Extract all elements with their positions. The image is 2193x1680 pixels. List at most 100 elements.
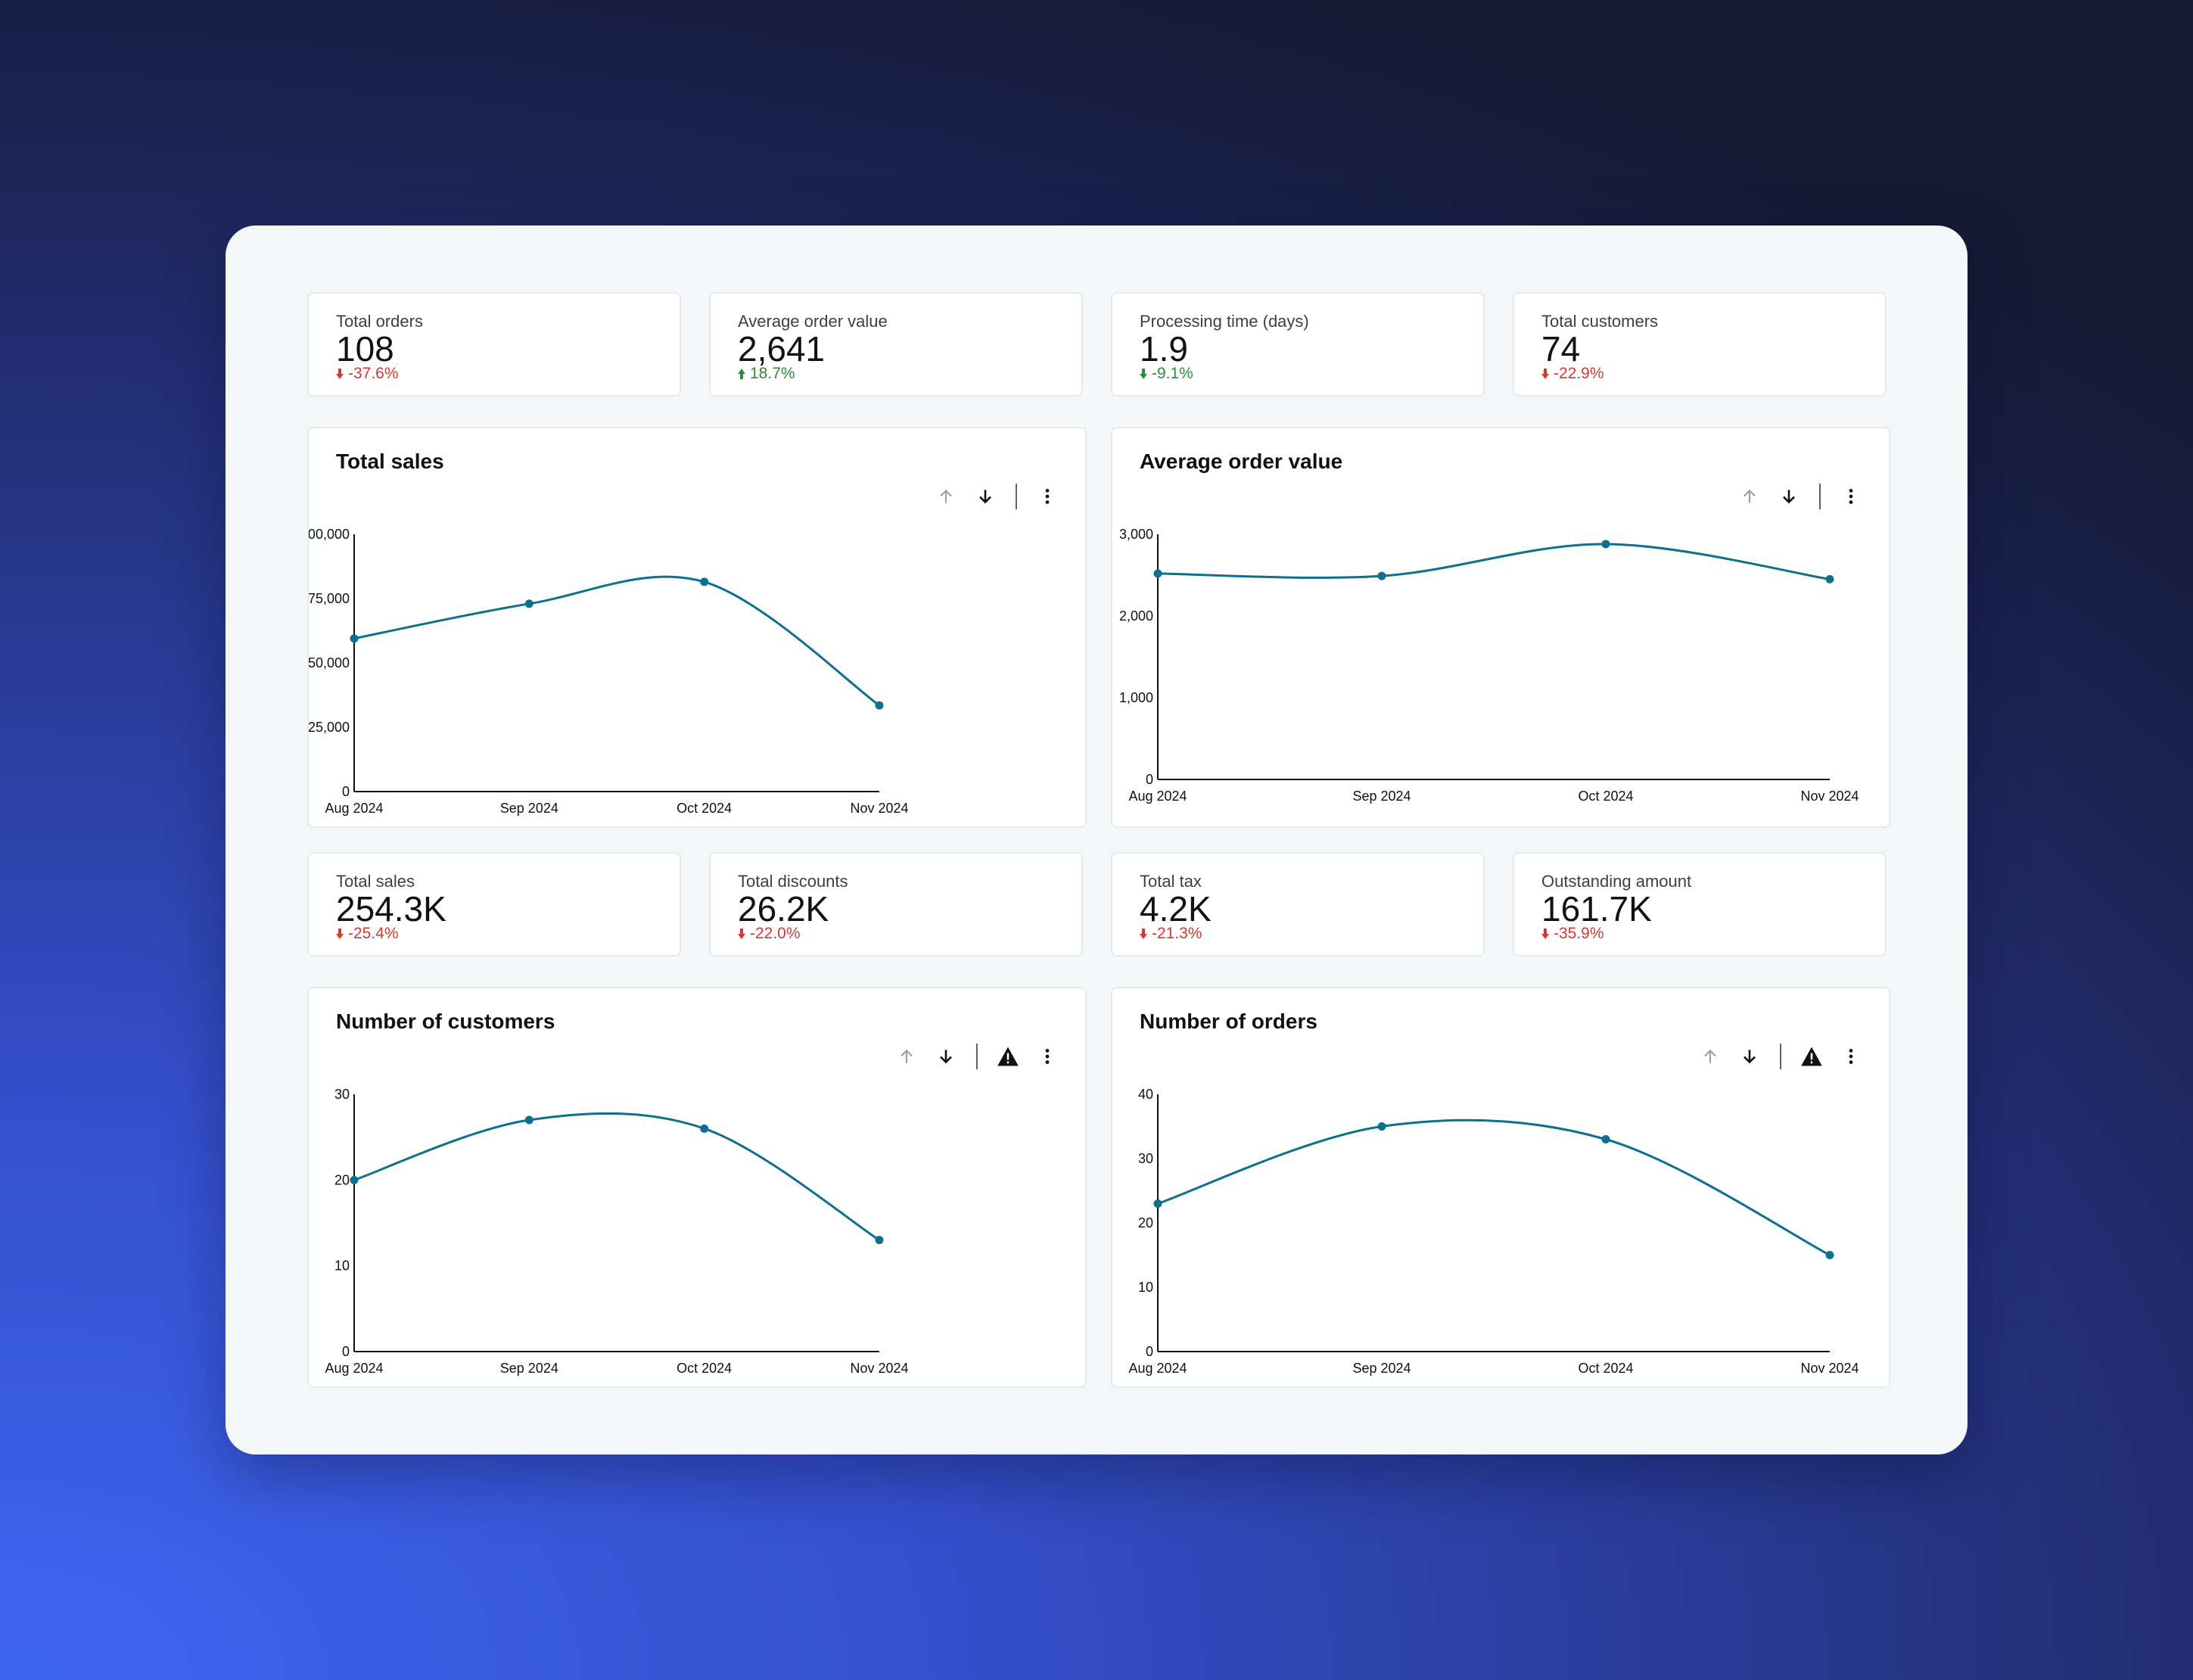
x-tick-label: Oct 2024	[677, 801, 732, 816]
data-point	[524, 1115, 533, 1125]
chart-card-number-of-customers: Number of customers 0 10 20 30 Aug 2024 Sep 2…	[307, 987, 1087, 1388]
more-vert-icon[interactable]	[1831, 1041, 1871, 1072]
arrow-up-icon[interactable]	[1691, 1041, 1730, 1072]
toolbar-divider	[1016, 484, 1017, 509]
kpi-card-total-customers[interactable]: Total customers 74 -22.9%	[1513, 292, 1887, 397]
data-point	[1153, 1199, 1162, 1208]
line-chart-total-sales: 0 25,000 50,000 75,000 100,000 Aug 2024 Sep 20…	[309, 527, 909, 816]
kpi-label: Total tax	[1140, 872, 1202, 891]
kpi-delta-value: -22.9%	[1554, 365, 1604, 382]
y-tick-label: 100,000	[309, 527, 350, 542]
kpi-label: Average order value	[738, 312, 888, 331]
kpi-label: Total sales	[336, 872, 415, 891]
more-vert-icon[interactable]	[1831, 481, 1871, 512]
chart-card-total-sales: Total sales 0 25,000 50,000 75,000 100,000 Au…	[307, 427, 1087, 828]
chart-toolbar	[1691, 1041, 1871, 1072]
dashboard-panel: Total orders 108 -37.6% Average order va…	[226, 226, 1967, 1454]
data-point	[1825, 1251, 1834, 1259]
data-point	[700, 1124, 709, 1133]
series-line	[1157, 543, 1831, 580]
y-tick-label: 0	[342, 1344, 350, 1359]
more-vert-icon[interactable]	[1028, 481, 1067, 512]
arrow-down-icon[interactable]	[966, 481, 1005, 512]
data-point	[875, 1236, 884, 1245]
kpi-card-average-order-value[interactable]: Average order value 2,641 18.7%	[709, 292, 1083, 397]
kpi-delta: -22.9%	[1541, 365, 1604, 383]
x-tick-label: Aug 2024	[325, 1361, 383, 1376]
data-point	[1601, 540, 1610, 549]
y-tick-label: 20	[334, 1172, 350, 1187]
kpi-card-total-sales[interactable]: Total sales 254.3K -25.4%	[307, 852, 681, 957]
more-vert-icon[interactable]	[1028, 1041, 1067, 1072]
arrow-down-icon[interactable]	[926, 1041, 966, 1072]
y-tick-label: 50,000	[309, 655, 350, 670]
x-tick-label: Aug 2024	[1128, 789, 1187, 804]
trend-down-icon	[1541, 369, 1549, 379]
trend-up-icon	[738, 369, 745, 379]
x-tick-label: Nov 2024	[1800, 1361, 1859, 1376]
kpi-card-total-tax[interactable]: Total tax 4.2K -21.3%	[1111, 852, 1485, 957]
kpi-delta-value: -9.1%	[1152, 365, 1193, 382]
kpi-delta-value: -21.3%	[1152, 925, 1202, 942]
trend-down-icon	[1140, 929, 1147, 939]
x-tick-label: Sep 2024	[500, 801, 558, 816]
kpi-delta: -37.6%	[336, 365, 399, 383]
kpi-value: 108	[336, 329, 394, 369]
toolbar-divider	[1819, 484, 1821, 509]
x-tick-label: Nov 2024	[1800, 789, 1859, 804]
kpi-card-total-discounts[interactable]: Total discounts 26.2K -22.0%	[709, 852, 1083, 957]
arrow-down-icon[interactable]	[1769, 481, 1809, 512]
kpi-value: 161.7K	[1541, 889, 1652, 929]
y-tick-label: 10	[1138, 1280, 1153, 1295]
arrow-up-icon[interactable]	[887, 1041, 926, 1072]
series-line	[1157, 1118, 1831, 1256]
kpi-delta-value: -37.6%	[348, 365, 399, 382]
x-tick-label: Oct 2024	[1578, 789, 1633, 804]
kpi-delta: -21.3%	[1140, 925, 1202, 943]
x-tick-label: Sep 2024	[1352, 789, 1411, 804]
x-tick-label: Nov 2024	[850, 801, 908, 816]
y-tick-label: 3,000	[1119, 527, 1153, 542]
y-tick-label: 30	[1138, 1151, 1153, 1166]
arrow-up-icon[interactable]	[926, 481, 966, 512]
y-tick-label: 40	[1138, 1087, 1153, 1102]
y-tick-label: 0	[342, 784, 350, 799]
kpi-card-total-orders[interactable]: Total orders 108 -37.6%	[307, 292, 681, 397]
data-point	[1601, 1135, 1610, 1143]
arrow-down-icon[interactable]	[1730, 1041, 1769, 1072]
x-tick-label: Aug 2024	[325, 801, 383, 816]
data-point	[1377, 1122, 1386, 1131]
series-line	[353, 1112, 880, 1241]
kpi-delta-value: -35.9%	[1554, 925, 1604, 942]
y-tick-label: 0	[1146, 772, 1153, 787]
kpi-value: 254.3K	[336, 889, 446, 929]
data-point	[524, 599, 533, 608]
kpi-value: 74	[1541, 329, 1581, 369]
toolbar-divider	[976, 1044, 978, 1069]
line-chart-number-of-customers: 0 10 20 30 Aug 2024 Sep 2024 Oct 2024 Nov 2024	[325, 1087, 908, 1376]
chart-title: Number of customers	[336, 1010, 555, 1033]
kpi-delta: -35.9%	[1541, 925, 1604, 943]
warning-icon[interactable]	[1792, 1041, 1831, 1072]
warning-icon[interactable]	[988, 1041, 1028, 1072]
trend-down-icon	[1541, 929, 1549, 939]
kpi-card-processing-time[interactable]: Processing time (days) 1.9 -9.1%	[1111, 292, 1485, 397]
kpi-delta-value: -25.4%	[348, 925, 399, 942]
chart-card-number-of-orders: Number of orders 0 10 20 30 40 Aug 2024 Sep 20…	[1111, 987, 1890, 1388]
y-tick-label: 10	[334, 1258, 350, 1274]
chart-toolbar	[887, 1041, 1067, 1072]
kpi-value: 1.9	[1140, 329, 1188, 369]
data-point	[1825, 574, 1834, 583]
data-point	[1377, 571, 1386, 580]
kpi-value: 4.2K	[1140, 889, 1212, 929]
trend-down-icon	[336, 369, 344, 379]
trend-down-icon	[738, 929, 745, 939]
arrow-up-icon[interactable]	[1730, 481, 1769, 512]
chart-card-average-order-value: Average order value 0 1,000 2,000 3,000 Aug …	[1111, 427, 1890, 828]
x-tick-label: Oct 2024	[677, 1361, 732, 1376]
y-tick-label: 0	[1146, 1344, 1153, 1359]
chart-toolbar	[1730, 481, 1871, 512]
y-tick-label: 20	[1138, 1215, 1153, 1230]
kpi-card-outstanding-amount[interactable]: Outstanding amount 161.7K -35.9%	[1513, 852, 1887, 957]
kpi-value: 2,641	[738, 329, 826, 369]
